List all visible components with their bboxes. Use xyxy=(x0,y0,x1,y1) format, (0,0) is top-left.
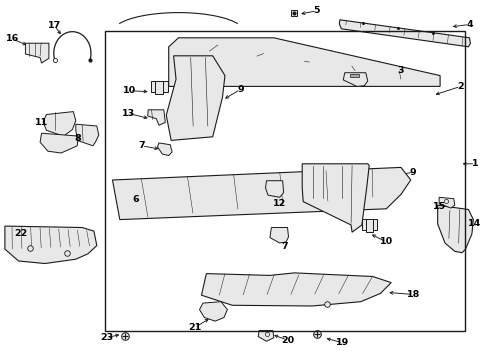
Text: 10: 10 xyxy=(379,238,392,247)
Text: 5: 5 xyxy=(313,6,320,15)
Bar xyxy=(365,219,372,232)
Text: 19: 19 xyxy=(335,338,348,347)
Text: 3: 3 xyxy=(397,66,404,75)
Text: 21: 21 xyxy=(187,323,201,332)
Polygon shape xyxy=(343,73,367,86)
Text: 9: 9 xyxy=(237,85,244,94)
Text: 20: 20 xyxy=(281,336,293,345)
Text: 8: 8 xyxy=(74,134,81,143)
Polygon shape xyxy=(157,143,172,156)
Polygon shape xyxy=(199,302,227,321)
Text: 4: 4 xyxy=(465,20,472,29)
Bar xyxy=(154,81,163,94)
Text: 6: 6 xyxy=(132,195,139,204)
Polygon shape xyxy=(269,228,288,243)
Text: 7: 7 xyxy=(138,141,145,150)
Text: 11: 11 xyxy=(35,118,48,127)
Polygon shape xyxy=(438,197,454,208)
Text: 14: 14 xyxy=(467,219,480,228)
Polygon shape xyxy=(201,273,390,306)
Polygon shape xyxy=(302,164,368,232)
Polygon shape xyxy=(25,43,49,63)
Polygon shape xyxy=(166,56,224,140)
Polygon shape xyxy=(258,330,273,341)
Bar xyxy=(105,31,464,331)
Polygon shape xyxy=(147,110,165,125)
Bar xyxy=(349,74,358,77)
Text: 10: 10 xyxy=(123,86,136,95)
Polygon shape xyxy=(43,112,76,136)
Polygon shape xyxy=(437,205,472,253)
Polygon shape xyxy=(76,124,99,146)
Bar xyxy=(150,81,167,92)
Polygon shape xyxy=(112,167,410,220)
Polygon shape xyxy=(265,181,283,197)
Text: 15: 15 xyxy=(432,202,445,211)
Text: 18: 18 xyxy=(406,290,419,299)
Polygon shape xyxy=(339,20,469,47)
Text: 16: 16 xyxy=(5,34,19,43)
Bar xyxy=(361,219,376,230)
Text: 1: 1 xyxy=(471,159,478,168)
Text: 17: 17 xyxy=(48,21,61,30)
Polygon shape xyxy=(5,226,97,264)
Text: 2: 2 xyxy=(456,82,463,91)
Text: 7: 7 xyxy=(281,242,287,251)
Polygon shape xyxy=(168,38,439,86)
Text: 12: 12 xyxy=(272,199,286,208)
Text: 13: 13 xyxy=(122,109,134,118)
Polygon shape xyxy=(40,133,78,153)
Text: 22: 22 xyxy=(14,229,27,238)
Text: 9: 9 xyxy=(409,167,416,176)
Text: 23: 23 xyxy=(100,333,113,342)
